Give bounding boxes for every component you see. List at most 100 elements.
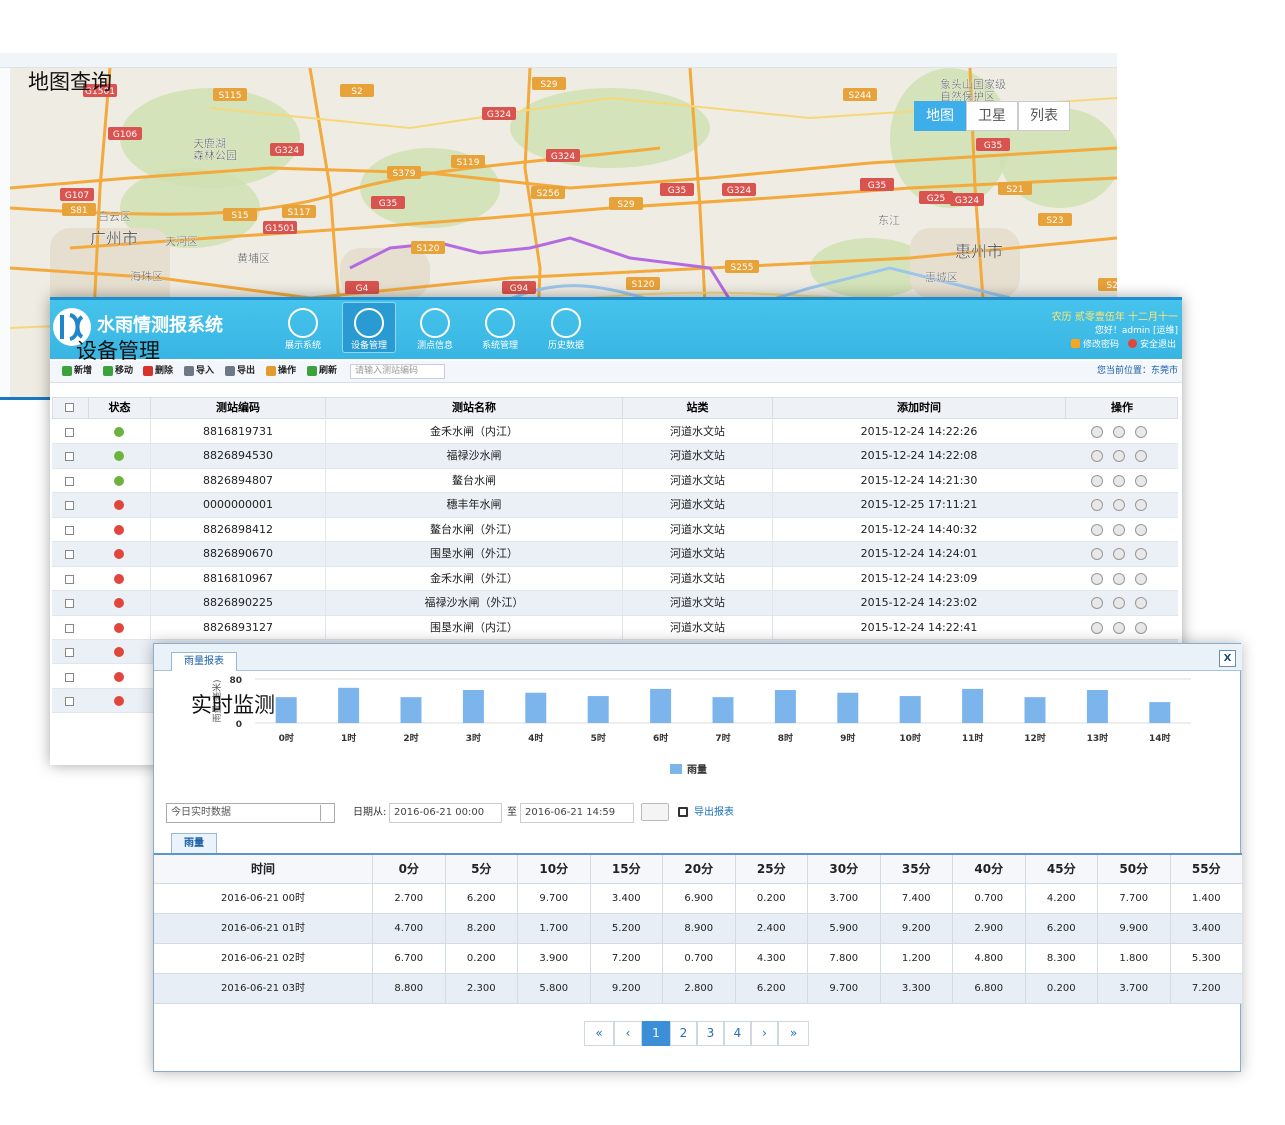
table-cell: 3.700	[1097, 974, 1170, 1004]
table-cell: 3.300	[879, 974, 953, 1004]
row-action[interactable]	[1113, 474, 1125, 487]
road-shield	[223, 208, 257, 221]
place-label: 自然保护区	[940, 89, 995, 103]
row-checkbox[interactable]	[65, 525, 74, 535]
tool-button[interactable]: 操作	[278, 366, 297, 376]
row-action[interactable]	[1135, 426, 1147, 438]
row-action[interactable]	[1135, 499, 1147, 512]
y-tick-label: 80	[229, 676, 242, 686]
page-button[interactable]: ›	[751, 1021, 778, 1046]
row-action[interactable]	[1113, 523, 1125, 536]
row-action[interactable]	[1091, 621, 1103, 634]
row-action[interactable]	[1113, 597, 1125, 610]
row-checkbox[interactable]	[65, 428, 74, 437]
bar	[712, 697, 734, 723]
tool-button[interactable]: 刷新	[319, 366, 338, 376]
row-action[interactable]	[1091, 572, 1103, 585]
column-header: 0分	[372, 855, 445, 884]
page-button[interactable]: 2	[670, 1021, 697, 1046]
row-checkbox[interactable]	[65, 672, 74, 682]
export-link[interactable]: 导出报表	[694, 807, 734, 818]
change-password[interactable]: 修改密码	[1083, 340, 1120, 350]
row-action[interactable]	[1113, 499, 1125, 512]
column-header: 5分	[444, 855, 518, 884]
row-action[interactable]	[1091, 474, 1103, 487]
road-shield	[1098, 278, 1117, 291]
table-cell: 6.800	[952, 974, 1025, 1004]
row-checkbox[interactable]	[65, 574, 74, 584]
page-button[interactable]: 4	[724, 1021, 751, 1046]
column-header: 测站编码	[150, 397, 325, 419]
place-label: 海珠区	[130, 269, 163, 283]
table-cell: 穗丰年水闸	[325, 493, 622, 518]
close-button[interactable]: X	[1219, 650, 1236, 667]
row-checkbox[interactable]	[65, 550, 74, 560]
table-cell: 河道水文站	[622, 517, 772, 542]
page-button[interactable]: ‹	[614, 1021, 642, 1046]
nav-label[interactable]: 展示系统	[284, 341, 321, 351]
row-checkbox[interactable]	[65, 476, 74, 486]
table-cell: 福禄沙水闸	[325, 444, 622, 469]
row-action[interactable]	[1091, 499, 1103, 512]
pw-icon	[1071, 339, 1080, 348]
row-action[interactable]	[1113, 450, 1125, 463]
page-button[interactable]: 1	[642, 1021, 670, 1046]
logout[interactable]: 安全退出	[1140, 340, 1177, 350]
range-select[interactable]: 今日实时数据	[166, 803, 335, 823]
table-cell: 2.900	[952, 914, 1025, 944]
table-cell: 7.200	[1169, 974, 1243, 1004]
tool-button[interactable]: 新增	[74, 366, 93, 376]
page-button[interactable]: »	[778, 1021, 809, 1046]
column-header: 站类	[622, 397, 772, 419]
tool-button[interactable]: 导入	[196, 366, 215, 376]
row-action[interactable]	[1135, 597, 1147, 610]
status-icon	[114, 695, 124, 706]
row-action[interactable]	[1091, 597, 1103, 610]
row-action[interactable]	[1113, 572, 1125, 585]
table-cell: 9.700	[517, 884, 590, 914]
row-checkbox[interactable]	[65, 696, 74, 706]
row-checkbox[interactable]	[65, 452, 74, 462]
search-button[interactable]	[641, 803, 669, 821]
row-action[interactable]	[1135, 621, 1147, 634]
row-action[interactable]	[1113, 548, 1125, 561]
row-action[interactable]	[1091, 450, 1103, 463]
map-type-button[interactable]: 卫星	[966, 101, 1018, 131]
row-checkbox[interactable]	[65, 501, 74, 511]
row-action[interactable]	[1135, 572, 1147, 585]
table-cell: 9.200	[589, 974, 663, 1004]
row-action[interactable]	[1091, 523, 1103, 536]
nav-label[interactable]: 系统管理	[481, 341, 518, 351]
nav-label[interactable]: 设备管理	[350, 341, 387, 351]
green-area	[120, 168, 260, 248]
date-to[interactable]: 2016-06-21 14:59	[520, 803, 634, 823]
table-tab[interactable]: 雨量	[171, 833, 217, 854]
table-cell: 1.800	[1097, 944, 1170, 974]
row-action[interactable]	[1091, 426, 1103, 438]
row-action[interactable]	[1113, 621, 1125, 634]
page-button[interactable]: 3	[697, 1021, 724, 1046]
row-action[interactable]	[1135, 548, 1147, 561]
tool-button[interactable]: 移动	[115, 366, 134, 376]
tab-line	[154, 853, 1242, 855]
row-checkbox[interactable]	[65, 648, 74, 658]
row-checkbox[interactable]	[65, 623, 74, 633]
row-action[interactable]	[1135, 523, 1147, 536]
window-tab[interactable]: 雨量报表	[171, 652, 237, 671]
page-button[interactable]: «	[584, 1021, 614, 1046]
nav-label[interactable]: 历史数据	[547, 341, 584, 351]
row-action[interactable]	[1135, 474, 1147, 487]
row-action[interactable]	[1135, 450, 1147, 463]
map-type-button[interactable]: 列表	[1018, 101, 1070, 131]
search-box[interactable]: 请输入测站编码	[350, 364, 445, 379]
row-action[interactable]	[1091, 548, 1103, 561]
nav-label[interactable]: 测点信息	[416, 341, 453, 351]
row-action[interactable]	[1113, 426, 1125, 438]
date-from[interactable]: 2016-06-21 00:00	[389, 803, 502, 823]
tool-button[interactable]: 删除	[155, 366, 174, 376]
row-checkbox[interactable]	[65, 599, 74, 609]
road-shield	[60, 188, 94, 201]
road-shield	[546, 149, 580, 162]
map-type-button[interactable]: 地图	[914, 101, 966, 131]
tool-button[interactable]: 导出	[237, 366, 256, 376]
